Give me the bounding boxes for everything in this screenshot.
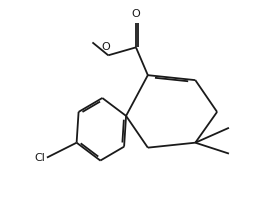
Text: Cl: Cl [35,153,46,163]
Text: O: O [102,42,111,52]
Text: O: O [132,9,140,19]
